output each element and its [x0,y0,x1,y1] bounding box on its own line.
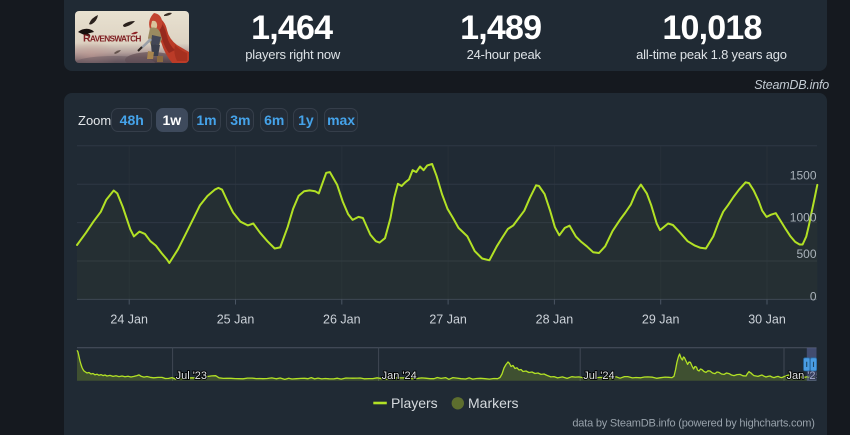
svg-text:28 Jan: 28 Jan [536,313,574,327]
svg-text:Jul '23: Jul '23 [176,370,207,382]
svg-text:1000: 1000 [790,210,817,224]
svg-text:29 Jan: 29 Jan [642,313,680,327]
svg-text:26 Jan: 26 Jan [323,313,361,327]
svg-text:Jan '24: Jan '24 [382,370,417,382]
svg-text:30 Jan: 30 Jan [748,313,786,327]
svg-text:24 Jan: 24 Jan [110,313,148,327]
svg-text:500: 500 [796,247,816,261]
svg-text:0: 0 [810,289,817,303]
svg-text:data by SteamDB.info (powered: data by SteamDB.info (powered by highcha… [572,418,814,430]
svg-text:27 Jan: 27 Jan [429,313,467,327]
svg-text:Jul '24: Jul '24 [583,370,614,382]
svg-text:Players: Players [391,395,438,411]
svg-text:1500: 1500 [790,169,817,183]
svg-text:Markers: Markers [468,395,519,411]
svg-text:25 Jan: 25 Jan [217,313,255,327]
svg-text:RAVENSWATCH: RAVENSWATCH [83,33,141,45]
